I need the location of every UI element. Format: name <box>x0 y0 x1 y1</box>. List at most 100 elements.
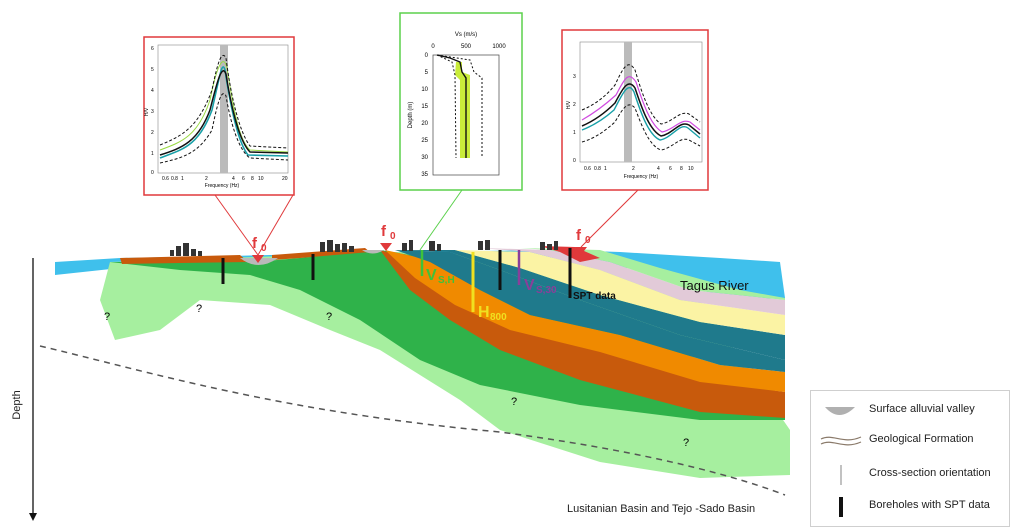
hvsr-right-xtick: 10 <box>688 166 694 172</box>
vs-xtick: 1000 <box>492 44 506 50</box>
hvsr-right-ytick: 3 <box>573 74 576 80</box>
f0-marker-left: f 0 <box>252 235 267 263</box>
hvsr-right-ytick: 2 <box>573 102 576 108</box>
hvsr-right-ylabel: H/V <box>566 100 572 109</box>
vs30-sub: S,30 <box>536 285 557 296</box>
legend-item-alluvial: Surface alluvial valley <box>811 399 1009 423</box>
cross-section <box>55 246 790 478</box>
hvsr-curve <box>581 86 701 141</box>
vs-ytick: 35 <box>421 172 428 178</box>
question-mark: ? <box>196 303 202 315</box>
hvsr-left-xtick: 8 <box>251 176 254 182</box>
top-green-strip <box>520 248 785 300</box>
hvsr-std <box>159 93 289 164</box>
hvsr-left-xtick: 1 <box>181 176 184 182</box>
hvsr-left-xtick: 6 <box>242 176 245 182</box>
callout-line-right <box>580 189 639 248</box>
hvsr-left-ytick: 3 <box>151 109 154 115</box>
callout-line-left <box>257 194 294 256</box>
vs-ytick: 10 <box>421 87 428 93</box>
hvsr-left-xtick: 10 <box>258 176 264 182</box>
f0-left-label: f <box>252 235 258 252</box>
hvsr-right-xtick: 8 <box>680 166 683 172</box>
vs-ylabel: Depth (m) <box>408 102 414 129</box>
hvsr-curve <box>581 76 701 133</box>
peak-band <box>624 42 632 162</box>
vs-profile-mean <box>436 54 467 158</box>
orange-layer <box>385 250 785 392</box>
vs-xtick: 0 <box>431 44 435 50</box>
legend-box: Surface alluvial valley Geological Forma… <box>810 390 1010 527</box>
hvsr-right-xtick: 6 <box>669 166 672 172</box>
hvsr-right-xtick: 4 <box>657 166 660 172</box>
hvsr-std <box>581 104 701 151</box>
callout-line-center <box>419 189 463 251</box>
hvsr-mean <box>159 70 289 156</box>
basin-label: Lusitanian Basin and Tejo -Sado Basin <box>567 503 755 515</box>
hvsr-left-ytick: 6 <box>151 46 154 52</box>
hvsr-left-ytick: 4 <box>151 88 154 94</box>
hvsr-right-xtick: 0.6 <box>584 166 591 172</box>
hvsr-left-ylabel: H/V <box>144 107 150 116</box>
teal-layer-upper <box>395 250 785 360</box>
hvsr-left-xtick: 2 <box>205 176 208 182</box>
legend-label: Boreholes with SPT data <box>869 499 990 511</box>
legend-item-formation: Geological Formation <box>811 429 1009 453</box>
basin-boundary-dashed <box>39 345 786 496</box>
legend-item-orientation: Cross-section orientation <box>811 463 1009 487</box>
legend-label: Cross-section orientation <box>869 467 991 479</box>
hvsr-std <box>581 64 701 125</box>
spt-label: SPT data <box>573 291 616 302</box>
f0-center-label: f <box>381 223 387 240</box>
hvsr-left-ytick: 0 <box>151 170 154 176</box>
hvsr-std <box>159 54 289 149</box>
boreholes <box>221 248 572 298</box>
vs-ytick: 25 <box>421 138 428 144</box>
vs-ytick: 0 <box>425 53 429 59</box>
hvsr-left-ytick: 1 <box>151 151 154 157</box>
hvsr-inset-right: 3 2 1 0 H/V 0.6 0.8 1 2 4 6 8 10 Frequen… <box>561 29 709 191</box>
h800-label: H <box>478 304 490 321</box>
hvsr-curve <box>159 61 289 153</box>
teal-layer <box>395 250 785 372</box>
hvsr-left-xtick: 4 <box>232 176 235 182</box>
hvsr-right-xtick: 1 <box>604 166 607 172</box>
hvsr-left-xlabel: Frequency (Hz) <box>205 183 240 189</box>
vs-ytick: 15 <box>421 104 428 110</box>
hvsr-right-xtick: 0.8 <box>594 166 601 172</box>
yellow-layer <box>455 250 785 335</box>
vs-profile-bound <box>436 54 457 159</box>
vsh-label: V <box>426 267 437 284</box>
hvsr-right-xtick: 2 <box>632 166 635 172</box>
h800-sub: 800 <box>490 312 507 323</box>
hvsr-curve <box>159 66 289 159</box>
callout-line-left <box>214 194 259 256</box>
pink-layer <box>480 248 785 315</box>
surface-crust-left <box>120 255 248 264</box>
legend-label: Geological Formation <box>869 433 974 445</box>
formation-lines-icon <box>820 436 862 446</box>
depth-arrow <box>29 258 37 521</box>
section-line-icon <box>840 465 842 485</box>
f0-marker-center: f 0 <box>380 223 396 251</box>
alluvial-valley-icon <box>825 407 855 415</box>
vs-ytick: 30 <box>421 155 428 161</box>
hvsr-left-xtick: 0.6 <box>162 176 169 182</box>
f0-right-label: f <box>576 227 582 244</box>
vs30-label: V <box>524 277 535 294</box>
legend-label: Surface alluvial valley <box>869 403 975 415</box>
city-buildings <box>170 240 558 256</box>
hvsr-mean <box>581 83 701 137</box>
f0-center-sub: 0 <box>390 231 396 242</box>
river-label: Tagus River <box>680 278 749 293</box>
f0-left-sub: 0 <box>261 243 267 254</box>
peak-band <box>220 45 228 173</box>
vs-xtick: 500 <box>461 44 472 50</box>
depth-label: Depth <box>11 390 23 419</box>
surface-alluvial-valley-center <box>362 250 384 254</box>
vs-ytick: 5 <box>425 70 429 76</box>
legend-item-borehole: Boreholes with SPT data <box>811 495 1009 519</box>
hvsr-left-xtick: 20 <box>282 176 288 182</box>
hvsr-left-ytick: 5 <box>151 67 154 73</box>
